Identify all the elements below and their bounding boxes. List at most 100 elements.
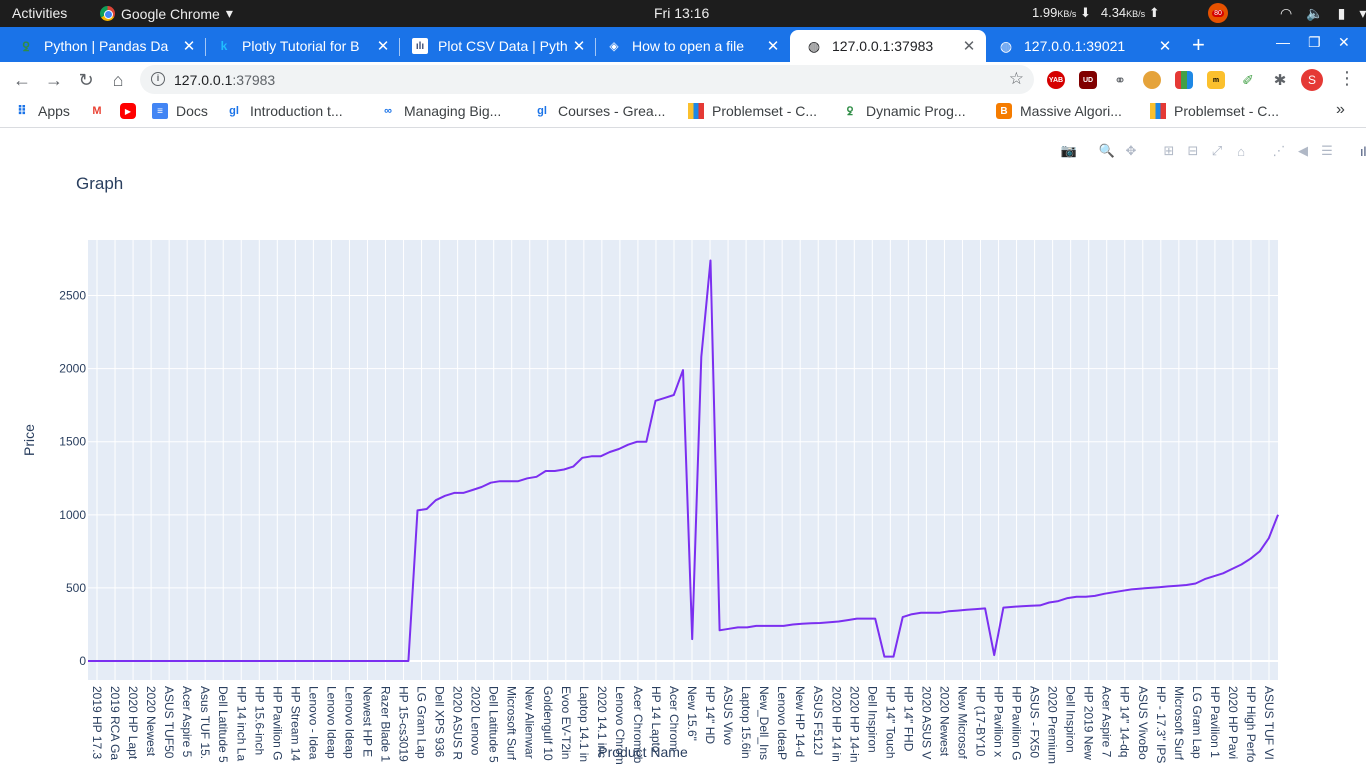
clock[interactable]: Fri 13:16 <box>654 5 710 21</box>
bookmark-managing-big[interactable]: ∞ Managing Big... <box>380 103 501 119</box>
x-tick-label: Acer Chromeb <box>631 686 645 764</box>
reset-axes-icon[interactable]: ⌂ <box>1237 143 1245 159</box>
reload-icon[interactable]: ↻ <box>78 69 94 90</box>
spike-lines-icon[interactable]: ⋰ <box>1272 143 1286 158</box>
profile-avatar[interactable]: S <box>1301 69 1323 91</box>
vlc-icon[interactable]: 80 <box>1208 3 1228 23</box>
close-icon[interactable]: ✕ <box>572 38 586 55</box>
x-tick-label: HP 14" Touch <box>883 686 897 759</box>
battery-icon[interactable]: ▮ <box>1337 4 1346 21</box>
x-tick-label: Dell Inspiron <box>865 686 879 753</box>
app-menu[interactable]: Google Chrome ▾ <box>100 5 233 22</box>
x-tick-label: Laptop 15.6in <box>739 686 753 759</box>
chart-title: Graph <box>76 174 124 193</box>
volume-icon[interactable]: 🔈 <box>1306 4 1324 21</box>
y-tick-label: 2000 <box>59 362 86 376</box>
bookmark-gmail[interactable]: M <box>89 103 113 119</box>
x-tick-label: 2020 Lenovo <box>469 686 483 756</box>
tag-extension-icon[interactable]: ✐ <box>1242 71 1254 88</box>
close-icon[interactable]: ✕ <box>376 38 390 55</box>
x-tick-label: 2019 RCA Ga <box>108 686 122 760</box>
bookmarks-overflow-icon[interactable]: » <box>1336 101 1345 118</box>
x-tick-label: Evoo EV-T2in <box>559 686 573 759</box>
tab-plot-csv[interactable]: ılı Plot CSV Data | Pyth ✕ <box>396 30 596 62</box>
plotly-modebar: 📷 🔍 ✥ ⊞ ⊟ ⤢ ⌂ ⋰ ◀ ☰ ılı <box>1060 143 1366 159</box>
close-icon[interactable]: ✕ <box>766 38 780 55</box>
more-menu-icon[interactable]: ⋮ <box>1338 68 1356 88</box>
chevron-down-icon: ▾ <box>225 5 233 21</box>
x-tick-label: Acer Aspire 5 <box>180 686 194 758</box>
bookmark-introduction[interactable]: gl Introduction t... <box>226 103 343 119</box>
window-close-icon[interactable]: ✕ <box>1338 34 1350 50</box>
x-tick-label: HP 14 Lapto <box>649 686 663 753</box>
bookmark-problemset-1[interactable]: Problemset - C... <box>688 103 817 119</box>
system-menu-chevron-icon[interactable]: ▾ <box>1359 4 1366 21</box>
x-tick-label: New Alienwar <box>523 686 537 759</box>
docs-icon: ≡ <box>152 103 168 119</box>
ublock-extension-icon[interactable]: UD <box>1079 71 1097 89</box>
activities-button[interactable]: Activities <box>12 5 68 21</box>
cookie-extension-icon[interactable] <box>1143 71 1161 89</box>
tab-plotly-tutorial[interactable]: k Plotly Tutorial for B ✕ <box>200 30 400 62</box>
tab-open-file[interactable]: ◈ How to open a file ✕ <box>590 30 790 62</box>
zoom-out-icon[interactable]: ⊟ <box>1187 143 1199 158</box>
plotly-chart[interactable]: 0 500 1000 1500 2000 2500 2019 HP 17.3 2019 RCA… <box>0 128 1366 768</box>
hover-compare-icon[interactable]: ☰ <box>1321 143 1333 158</box>
browser-toolbar: ← → ↻ ⌂ i 127.0.0.1:37983 ☆ YAB UD ⚭ m ✐… <box>0 62 1366 96</box>
pdf-extension-icon[interactable]: m <box>1207 71 1225 89</box>
back-arrow-icon[interactable]: ← <box>13 69 31 90</box>
x-tick-label: Acer Chrom <box>667 686 681 750</box>
pan-icon[interactable]: ✥ <box>1125 143 1137 158</box>
bookmark-massive-algori[interactable]: B Massive Algori... <box>996 103 1122 119</box>
minimize-icon[interactable]: — <box>1276 34 1290 50</box>
x-tick-label: New Microsof <box>955 686 969 759</box>
youtube-icon: ▶ <box>120 103 136 119</box>
tab-active-localhost[interactable]: ◍ 127.0.0.1:37983 ✕ <box>790 30 986 62</box>
greatlearning-icon: gl <box>229 105 239 117</box>
new-tab-button[interactable]: + <box>1192 32 1205 57</box>
x-tick-label: Lenovo Ideap <box>324 686 338 759</box>
wifi-icon[interactable]: ◠ <box>1280 4 1293 21</box>
zoom-icon[interactable]: 🔍 <box>1098 143 1116 158</box>
bookmark-dynamic-prog[interactable]: ꝿ Dynamic Prog... <box>842 103 966 119</box>
x-tick-label: New HP 14-d <box>793 686 807 757</box>
camera-icon[interactable]: 📷 <box>1060 143 1078 158</box>
tab-pandas[interactable]: ꝿ Python | Pandas Da ✕ <box>2 30 206 62</box>
extension-glasses-icon[interactable]: ⚭ <box>1114 71 1126 88</box>
yab-extension-icon[interactable]: YAB <box>1047 71 1065 89</box>
x-tick-label: Lenovo Ideap <box>342 686 356 759</box>
zoom-in-icon[interactable]: ⊞ <box>1163 143 1175 158</box>
x-tick-label: Goldengulf 10 <box>541 686 555 761</box>
hover-closest-icon[interactable]: ◀ <box>1298 143 1308 158</box>
puzzle-extensions-icon[interactable]: ✱ <box>1273 72 1287 89</box>
bookmark-courses[interactable]: gl Courses - Grea... <box>534 103 665 119</box>
close-icon[interactable]: ✕ <box>1158 38 1172 55</box>
bookmark-apps[interactable]: ⠿ Apps <box>14 103 70 119</box>
bookmark-problemset-2[interactable]: Problemset - C... <box>1150 103 1279 119</box>
x-tick-label: HP 2019 New <box>1082 686 1096 760</box>
autoscale-icon[interactable]: ⤢ <box>1211 143 1223 158</box>
address-bar[interactable]: i 127.0.0.1:37983 ☆ <box>140 65 1034 94</box>
x-tick-label: ASUS TUF50 <box>162 686 176 759</box>
tab-separator <box>595 38 596 56</box>
x-tick-label: HP Stream 14 <box>288 686 302 761</box>
x-tick-label: Newest HP E <box>360 686 374 757</box>
info-icon[interactable]: i <box>151 72 165 86</box>
x-tick-label: HP (17-BY10 <box>974 686 988 757</box>
restore-icon[interactable]: ❐ <box>1308 34 1321 50</box>
forward-arrow-icon[interactable]: → <box>45 69 63 90</box>
x-tick-label: 2020 ASUS R <box>451 686 465 760</box>
tab-localhost-2[interactable]: ◍ 127.0.0.1:39021 ✕ <box>982 30 1182 62</box>
y-tick-label: 1500 <box>59 435 86 449</box>
x-tick-label: ASUS F512J <box>811 686 825 755</box>
bookmark-star-icon[interactable]: ☆ <box>1008 69 1024 88</box>
close-icon[interactable]: ✕ <box>962 38 976 55</box>
bookmark-docs[interactable]: ≡ Docs <box>152 103 208 119</box>
home-icon[interactable]: ⌂ <box>112 69 124 90</box>
plotly-logo-icon[interactable]: ılı <box>1359 143 1366 159</box>
close-icon[interactable]: ✕ <box>182 38 196 55</box>
x-tick-label: HP Pavilion G <box>1010 686 1024 760</box>
url-text[interactable]: 127.0.0.1:37983 <box>174 72 276 88</box>
color-extension-icon[interactable] <box>1175 71 1193 89</box>
bookmark-youtube[interactable]: ▶ <box>120 103 144 119</box>
